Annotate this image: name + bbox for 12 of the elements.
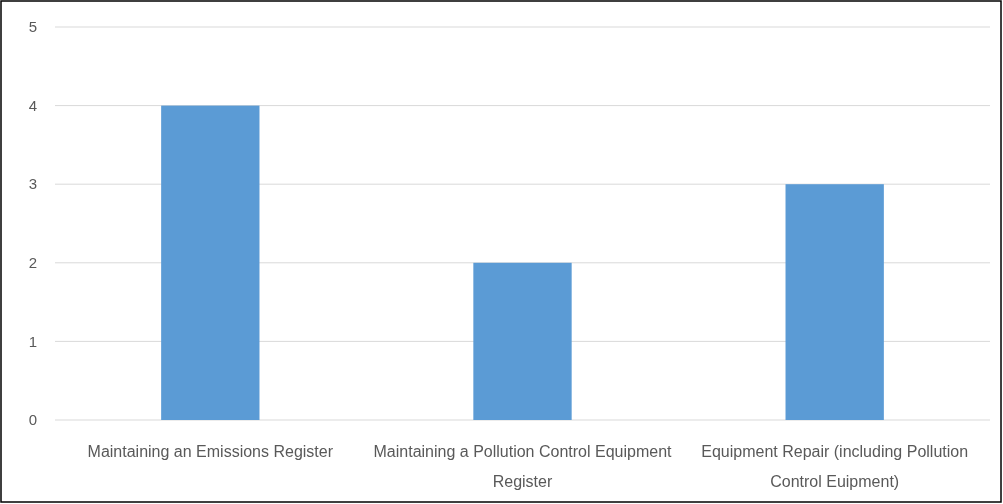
y-tick-label: 2	[28, 254, 38, 272]
bar	[473, 262, 572, 420]
x-tick-label: Equipment Repair (including Pollution Control Euipment)	[701, 443, 969, 491]
y-tick-label: 3	[28, 175, 38, 193]
x-tick-label: Maintaining a Pollution Control Equipment Register	[373, 443, 673, 491]
bar	[161, 105, 260, 420]
x-tick-label: Maintaining an Emissions Register	[87, 443, 334, 460]
y-tick-label: 1	[28, 332, 38, 350]
y-tick-label: 0	[28, 411, 38, 429]
y-tick-label: 4	[28, 96, 38, 114]
bar	[785, 184, 884, 420]
y-tick-label: 5	[28, 18, 38, 36]
